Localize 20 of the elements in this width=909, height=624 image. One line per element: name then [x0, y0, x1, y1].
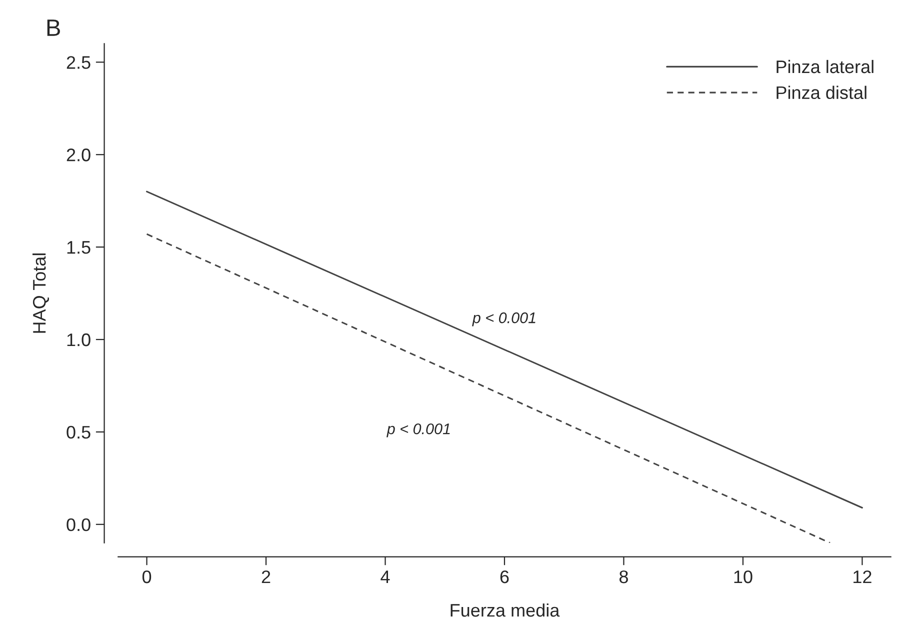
y-tick-label: 2.0 — [66, 148, 90, 162]
x-tick-label: 6 — [500, 570, 509, 584]
y-tick-label: 1.0 — [67, 333, 90, 346]
y-tick-label: 1.5 — [67, 241, 90, 254]
annotation: p < 0.001 — [386, 423, 450, 438]
legend-label: Pinza distal — [776, 86, 866, 100]
legend-label: Pinza lateral — [776, 60, 874, 74]
x-tick-label: 8 — [619, 570, 628, 584]
annotation: p < 0.001 — [472, 312, 536, 326]
y-tick-label: 0.5 — [66, 426, 90, 439]
x-tick-label: 10 — [734, 570, 752, 584]
x-tick-label: 4 — [380, 570, 390, 584]
x-tick-label: 0 — [142, 570, 152, 584]
y-tick-label: 2.5 — [66, 56, 90, 69]
x-tick-label: 2 — [262, 570, 270, 584]
x-tick-label: 12 — [854, 570, 872, 584]
text: B — [47, 20, 60, 36]
y-tick-label: 0.0 — [66, 518, 90, 532]
y-axis-title: HAQ Total — [32, 254, 49, 333]
x-axis-title: Fuerza media — [450, 603, 560, 617]
